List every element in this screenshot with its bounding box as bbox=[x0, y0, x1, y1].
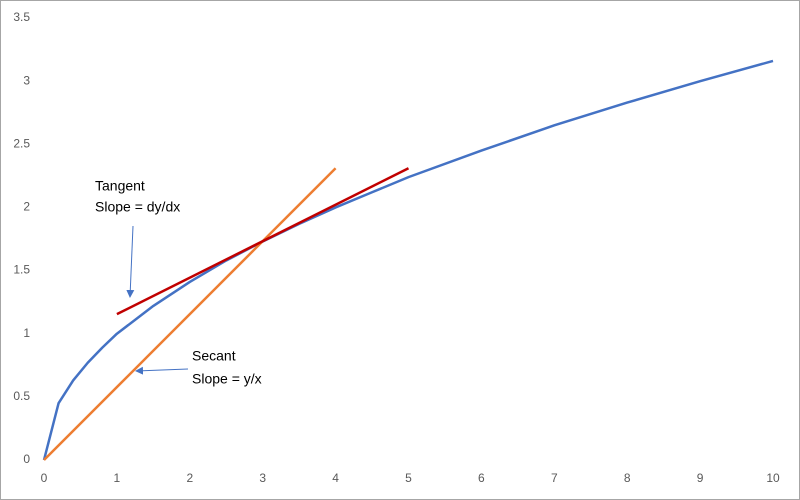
y-tick-label: 2.5 bbox=[13, 136, 30, 150]
line bbox=[43, 167, 337, 461]
x-tick-label: 7 bbox=[551, 471, 558, 485]
line bbox=[116, 167, 410, 316]
y-tick-label: 3.5 bbox=[13, 10, 30, 24]
y-tick-label: 0.5 bbox=[13, 389, 30, 403]
y-tick-label: 2 bbox=[23, 200, 30, 214]
y-tick-label: 0 bbox=[23, 452, 30, 466]
x-tick-label: 0 bbox=[41, 471, 48, 485]
annotation: Tangent bbox=[95, 178, 145, 194]
x-tick-label: 9 bbox=[697, 471, 704, 485]
x-tick-label: 4 bbox=[332, 471, 339, 485]
x-tick-label: 2 bbox=[186, 471, 193, 485]
y-tick-label: 3 bbox=[23, 73, 30, 87]
x-tick-label: 10 bbox=[766, 471, 780, 485]
annotation-arrow bbox=[135, 366, 189, 375]
annotation: Secant bbox=[192, 348, 236, 364]
annotation: Slope = dy/dx bbox=[95, 199, 180, 215]
x-tick-label: 3 bbox=[259, 471, 266, 485]
y-tick-label: 1 bbox=[23, 326, 30, 340]
x-tick-label: 1 bbox=[114, 471, 121, 485]
annotation-arrow bbox=[126, 225, 135, 298]
x-tick-label: 8 bbox=[624, 471, 631, 485]
x-tick-label: 6 bbox=[478, 471, 485, 485]
annotation: Slope = y/x bbox=[192, 371, 262, 387]
x-tick-label: 5 bbox=[405, 471, 412, 485]
y-tick-label: 1.5 bbox=[13, 263, 30, 277]
